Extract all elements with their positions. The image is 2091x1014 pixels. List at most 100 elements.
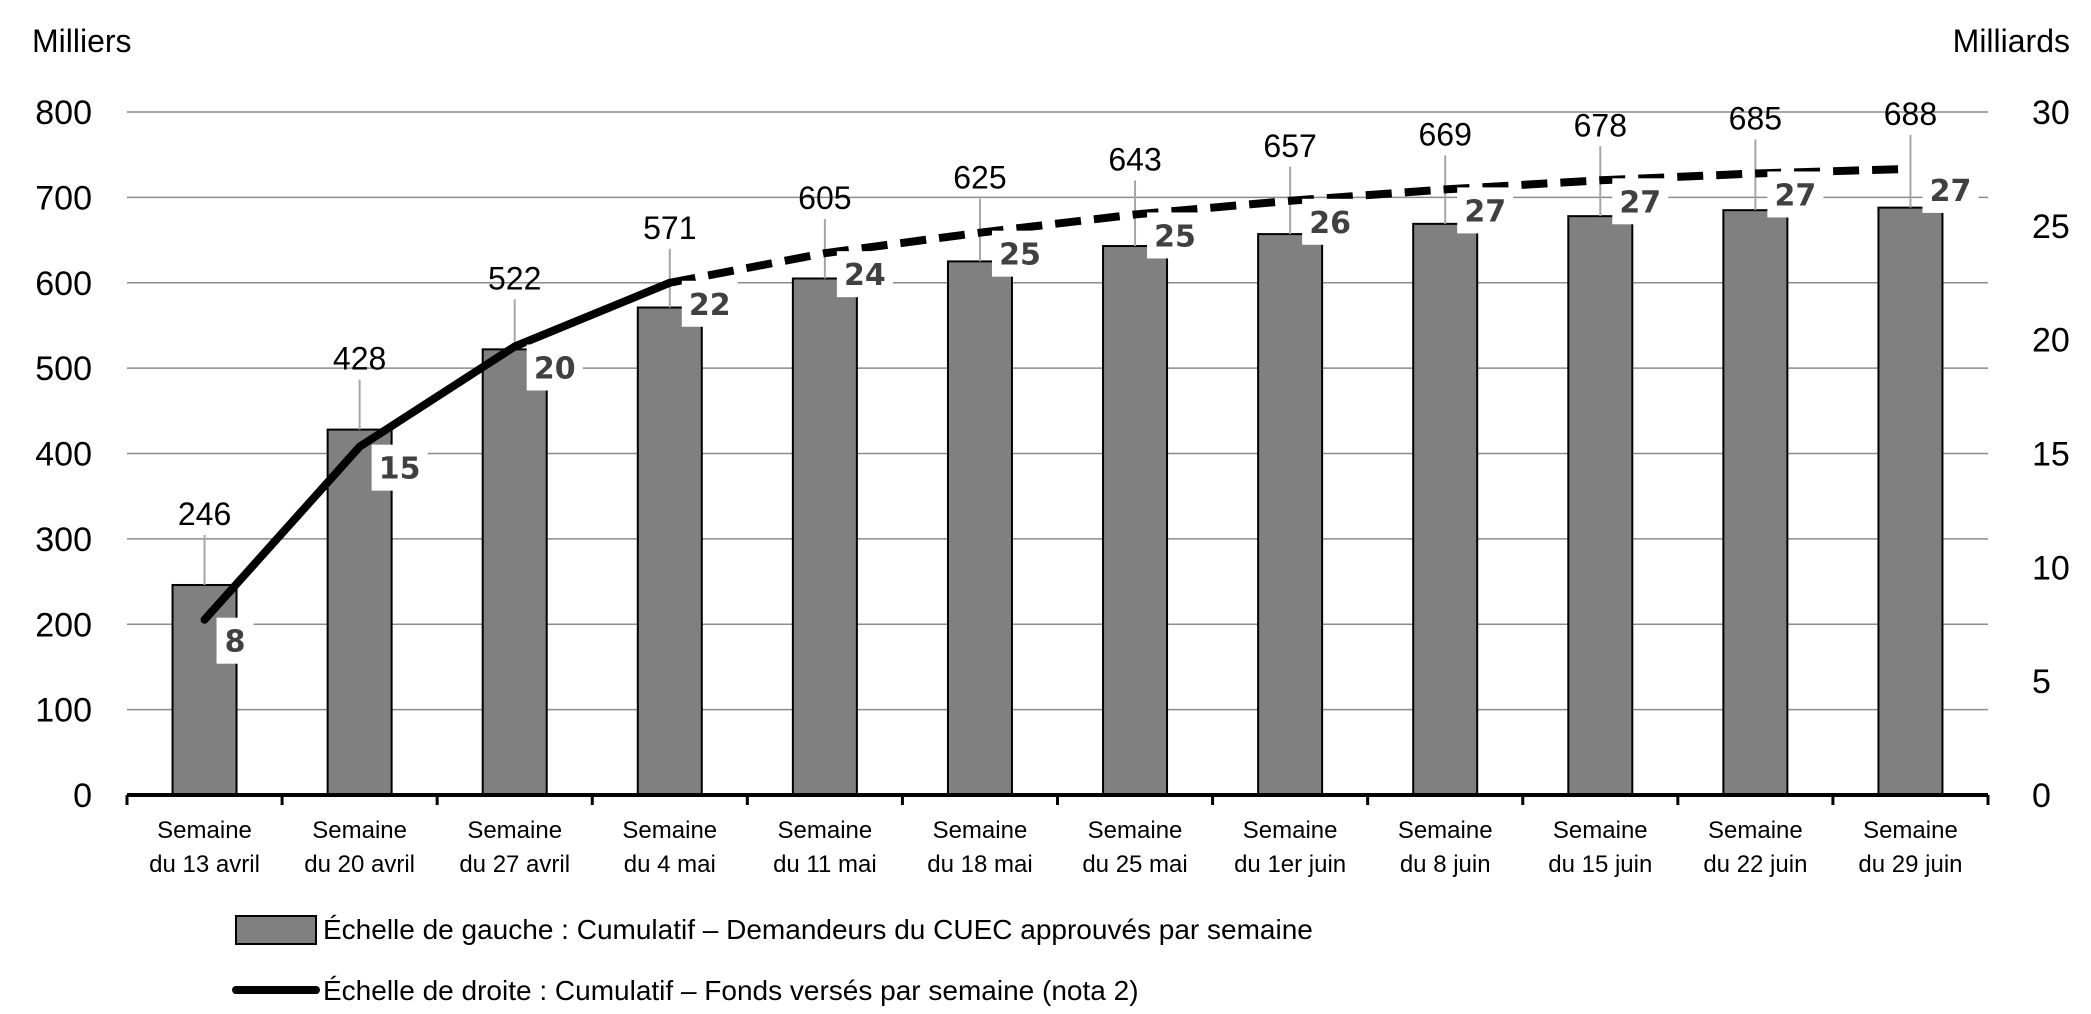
bar xyxy=(791,277,858,796)
bar xyxy=(1877,206,1944,796)
bar xyxy=(1102,245,1169,796)
y-right-tick-label: 25 xyxy=(2032,208,2070,246)
line-label-box xyxy=(991,230,1048,277)
line-label-box xyxy=(1457,187,1514,234)
bar xyxy=(481,348,548,796)
x-tick-label-line: du 11 mai xyxy=(773,851,877,878)
line-label-box xyxy=(1767,171,1824,218)
y-right-tick-label: 30 xyxy=(2032,94,2070,132)
y-left-tick-label: 200 xyxy=(35,606,92,644)
line-value-label: 26 xyxy=(1309,206,1351,241)
x-tick-label: Semaine du 13 avril xyxy=(149,817,260,878)
y-right-tick-label: 20 xyxy=(2032,322,2070,360)
y-left-tick-label: 800 xyxy=(35,94,92,132)
line-value-label: 27 xyxy=(1930,174,1972,209)
y-left-tick-label: 0 xyxy=(73,777,92,815)
x-tick-label-line: du 4 mai xyxy=(624,851,716,878)
x-tick-label-line: du 8 juin xyxy=(1400,851,1491,878)
x-tick-label-line: du 20 avril xyxy=(304,851,415,878)
line-label-box xyxy=(1302,198,1359,245)
line-value-label: 27 xyxy=(1775,178,1817,213)
x-tick-label: Semaine du 27 avril xyxy=(459,817,570,878)
y-left-tick-label: 700 xyxy=(35,179,92,217)
x-tick-label-line: du 29 juin xyxy=(1858,851,1962,878)
axes: 0 100 200 300 400 500 600 700 800 0 5 10 15 20 25 30 Mil… xyxy=(32,23,2070,878)
line-value-label: 25 xyxy=(999,238,1041,273)
x-tick-label-line: du 13 avril xyxy=(149,851,260,878)
x-tick-label-line: du 22 juin xyxy=(1703,851,1807,878)
bar xyxy=(1257,233,1324,796)
x-tick-label-line: Semaine xyxy=(933,817,1028,844)
x-tick-label-line: Semaine xyxy=(622,817,717,844)
bar-value-label: 669 xyxy=(1419,116,1472,152)
bar-value-label: 678 xyxy=(1574,107,1627,143)
bar-value-label: 643 xyxy=(1108,141,1161,177)
y-left-axis-title: Milliers xyxy=(32,23,132,59)
x-tick-label: Semaine du 15 juin xyxy=(1548,817,1652,878)
bar-series xyxy=(171,206,1944,797)
x-tick-label: Semaine du 29 juin xyxy=(1858,817,1962,878)
bar-value-label: 246 xyxy=(178,496,231,532)
line-label-box xyxy=(836,251,893,298)
bar xyxy=(636,306,703,796)
line-series xyxy=(200,164,1911,624)
y-right-tick-label: 10 xyxy=(2032,549,2070,587)
x-tick-label: Semaine du 20 avril xyxy=(304,817,415,878)
line-value-label: 15 xyxy=(379,452,421,487)
x-tick-label-line: du 25 mai xyxy=(1082,851,1187,878)
line-series-dashed xyxy=(669,164,1911,287)
legend-bar-label: Échelle de gauche : Cumulatif – Demandeu… xyxy=(323,914,1313,945)
x-tick-label: Semaine du 18 mai xyxy=(927,817,1032,878)
legend-bar-swatch xyxy=(235,915,317,945)
x-tick-label-line: Semaine xyxy=(1708,817,1803,844)
bar xyxy=(1567,215,1634,797)
x-tick-label-line: du 15 juin xyxy=(1548,851,1652,878)
line-label-box xyxy=(216,617,254,664)
bar-value-label: 688 xyxy=(1884,96,1937,132)
data-labels: 246 428 522 571 605 625 643 657 669 678 685 688 8 15 2… xyxy=(178,96,1979,664)
bar xyxy=(1722,209,1789,796)
line-series-solid xyxy=(200,278,674,624)
bar-value-label: 428 xyxy=(333,341,386,377)
x-tick-label-line: Semaine xyxy=(467,817,562,844)
bar xyxy=(1412,222,1479,796)
x-tick-label-line: Semaine xyxy=(1553,817,1648,844)
x-tick-label-line: Semaine xyxy=(1398,817,1493,844)
line-value-label: 27 xyxy=(1619,185,1661,220)
y-left-tick-label: 500 xyxy=(35,350,92,388)
bar-value-label: 685 xyxy=(1729,100,1782,136)
x-tick-label-line: Semaine xyxy=(1088,817,1183,844)
bar-value-label: 522 xyxy=(488,260,541,296)
bar-value-label: 625 xyxy=(953,160,1006,196)
y-right-tick-label: 0 xyxy=(2032,777,2051,815)
line-label-box xyxy=(526,344,583,391)
y-right-tick-label: 15 xyxy=(2032,436,2070,474)
legend: Échelle de gauche : Cumulatif – Demandeu… xyxy=(232,914,1313,1006)
line-value-label: 24 xyxy=(844,258,886,293)
x-tick-label: Semaine du 4 mai xyxy=(622,817,717,878)
y-right-tick-label: 5 xyxy=(2032,663,2051,701)
y-left-tick-label: 400 xyxy=(35,436,92,474)
x-tick-label-line: du 18 mai xyxy=(927,851,1032,878)
x-tick-label-line: Semaine xyxy=(1243,817,1338,844)
line-label-box xyxy=(1922,166,1979,213)
x-tick-label-line: Semaine xyxy=(157,817,252,844)
y-right-axis-title: Milliards xyxy=(1953,23,2070,59)
x-tick-label: Semaine du 22 juin xyxy=(1703,817,1807,878)
x-tick-label: Semaine du 25 mai xyxy=(1082,817,1187,878)
x-tick-label-line: du 27 avril xyxy=(459,851,570,878)
x-tick-label: Semaine du 1er juin xyxy=(1234,817,1346,878)
x-tick-label: Semaine du 8 juin xyxy=(1398,817,1493,878)
line-value-label: 22 xyxy=(689,288,731,323)
line-label-box xyxy=(1147,212,1204,259)
x-tick-label-line: du 1er juin xyxy=(1234,851,1346,878)
bar xyxy=(946,260,1013,796)
line-value-label: 25 xyxy=(1154,219,1196,254)
bar-value-label: 571 xyxy=(643,210,696,246)
x-tick-label-line: Semaine xyxy=(312,817,407,844)
line-label-box xyxy=(371,444,428,491)
y-left-tick-label: 600 xyxy=(35,265,92,303)
bar-value-label: 605 xyxy=(798,180,851,216)
